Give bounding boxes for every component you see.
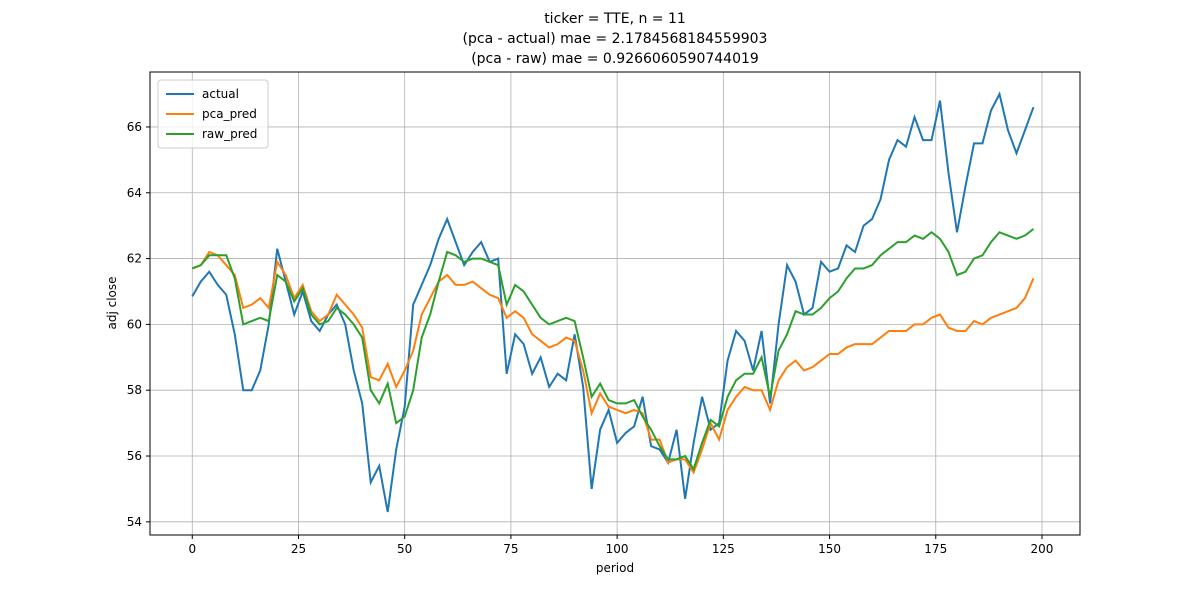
x-tick-label: 200 xyxy=(1031,542,1054,556)
chart-title: ticker = TTE, n = 11 xyxy=(544,11,686,27)
x-tick-label: 50 xyxy=(397,542,412,556)
x-tick-label: 175 xyxy=(924,542,947,556)
legend-label: raw_pred xyxy=(202,127,257,141)
x-tick-label: 25 xyxy=(291,542,306,556)
x-tick-label: 75 xyxy=(503,542,518,556)
y-tick-label: 54 xyxy=(127,515,142,529)
series-line xyxy=(191,250,1035,475)
legend-label: pca_pred xyxy=(202,107,257,121)
x-tick-label: 0 xyxy=(188,542,196,556)
x-tick-label: 150 xyxy=(818,542,841,556)
y-tick-label: 66 xyxy=(127,120,142,134)
legend-box xyxy=(157,79,269,149)
chart-title: (pca - raw) mae = 0.9266060590744019 xyxy=(471,51,759,67)
legend: actual pca_pred raw_pred xyxy=(157,79,269,149)
y-tick-label: 64 xyxy=(127,186,142,200)
y-tick-label: 62 xyxy=(127,252,142,266)
series-line xyxy=(191,228,1035,472)
x-tick-label: 125 xyxy=(712,542,735,556)
x-axis-label: period xyxy=(596,561,634,575)
legend-label: actual xyxy=(202,87,239,101)
y-tick-label: 56 xyxy=(127,449,142,463)
plot-frame xyxy=(149,71,1081,536)
y-axis-label: adj close xyxy=(105,276,119,329)
x-tick-label: 100 xyxy=(606,542,629,556)
series-line xyxy=(191,91,1035,513)
y-tick-label: 60 xyxy=(127,317,142,331)
chart-title: (pca - actual) mae = 2.1784568184559903 xyxy=(463,31,768,47)
y-tick-label: 58 xyxy=(127,383,142,397)
